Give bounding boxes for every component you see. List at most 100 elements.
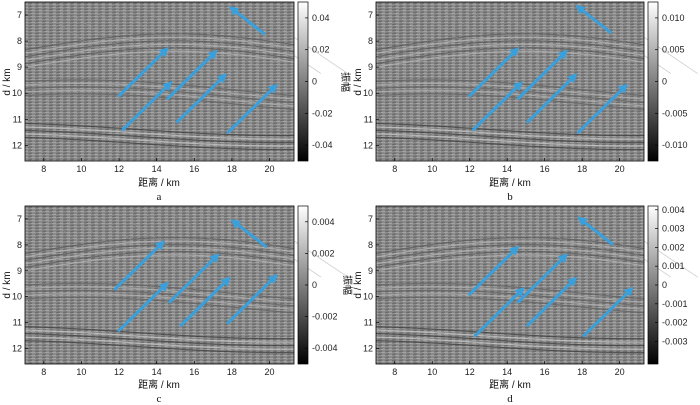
x-tick-label: 10 — [427, 164, 437, 174]
diffraction-event — [38, 213, 133, 278]
x-tick-label: 14 — [502, 367, 512, 377]
panel-b: 8 10 12 14 16 18 20 7 8 9 10 11 12 距离 / km d / km b… — [353, 1, 698, 203]
reflection-event — [375, 43, 645, 61]
reflection-event — [24, 237, 295, 254]
colorbar-tick-label: 0.02 — [312, 45, 330, 55]
diffraction-event — [92, 9, 187, 74]
diffraction-event — [65, 213, 160, 278]
x-tick-label: 12 — [114, 367, 124, 377]
y-tick-label: 11 — [364, 114, 373, 124]
y-tick-label: 10 — [363, 292, 373, 302]
y-tick-label: 10 — [363, 88, 373, 98]
colorbar-a: 0.04 0.02 0 -0.02 -0.04 — [297, 1, 333, 162]
reflection-event — [24, 133, 294, 147]
y-tick-label: 7 — [368, 10, 373, 20]
diffraction-event — [199, 213, 295, 278]
x-tick-label: 10 — [76, 164, 86, 174]
y-tick-label: 8 — [368, 36, 373, 46]
colorbar-tick-label: 0.04 — [312, 13, 330, 23]
y-tick-label: 7 — [17, 10, 22, 20]
reflection-event — [24, 329, 294, 343]
annotation-arrow — [166, 49, 218, 100]
reflection-event — [375, 86, 645, 104]
annotation-arrow — [516, 253, 569, 304]
arrows-c — [113, 219, 278, 332]
x-tick-label: 8 — [392, 367, 397, 377]
reflection-event — [375, 40, 645, 58]
reflection-event — [24, 296, 295, 314]
x-tick-label: 8 — [41, 164, 46, 174]
colorbar-tick-label: -0.004 — [312, 343, 338, 353]
colorbar-tick-label: -0.005 — [662, 108, 688, 118]
reflection-event — [24, 93, 295, 111]
annotation-arrow — [228, 6, 266, 36]
diffraction-event — [523, 9, 618, 74]
colorbar-tick-label: -0.04 — [312, 140, 333, 150]
colorbar-tick-label: -0.003 — [662, 336, 688, 346]
reflection-event — [375, 237, 645, 254]
diffraction-event — [172, 213, 268, 278]
annotation-arrow — [582, 286, 634, 338]
x-tick-label: 16 — [189, 164, 199, 174]
reflection-event — [375, 293, 645, 310]
reflection-event — [24, 326, 294, 340]
x-tick-label: 16 — [540, 164, 550, 174]
reflection-event — [375, 133, 644, 147]
reflection-event — [24, 126, 295, 140]
colorbar-tick-label: 0 — [312, 77, 317, 87]
x-axis-c: 8 10 12 14 16 18 20 — [41, 361, 275, 377]
diffraction-event — [38, 9, 133, 74]
x-tick-label: 14 — [152, 164, 162, 174]
x-tick-label: 18 — [577, 367, 587, 377]
reflection-event — [24, 136, 294, 151]
colorbar-tick-label: -0.010 — [662, 140, 688, 150]
annotation-arrow — [575, 4, 612, 34]
panel-letter-a: a — [157, 191, 162, 203]
x-tick-label: 18 — [227, 367, 237, 377]
colorbar-tick-label: 0.010 — [662, 13, 685, 23]
colorbar-tick-label: 0.004 — [312, 217, 335, 227]
reflection-event — [24, 40, 295, 58]
x-axis-label-d: 距离 / km — [489, 378, 531, 391]
reflection-event — [24, 79, 295, 97]
x-axis-label-c: 距离 / km — [138, 378, 180, 391]
panel-a: 8 10 12 14 16 18 20 7 8 9 10 11 12 距离 / km d / km a… — [2, 1, 352, 203]
reflection-event — [375, 244, 645, 261]
annotation-arrow — [117, 281, 169, 332]
annotation-arrow — [168, 253, 220, 304]
x-tick-label: 20 — [615, 367, 625, 377]
colorbar-tick-label: 0 — [662, 77, 667, 87]
annotation-arrow — [226, 273, 278, 325]
reflection-event — [24, 43, 295, 61]
reflection-event — [375, 126, 645, 140]
y-tick-label: 12 — [12, 140, 22, 150]
annotation-arrow — [226, 83, 278, 134]
reflection-event — [24, 250, 295, 268]
colorbar-tick-label: -0.002 — [662, 318, 688, 328]
reflection-event — [375, 122, 645, 137]
y-axis-label-b: d / km — [353, 68, 364, 95]
x-axis-b: 8 10 12 14 16 18 20 — [392, 158, 625, 174]
diffraction-event — [118, 213, 214, 278]
colorbar-d: 0.004 0.003 0.002 0.001 0 -0.001 -0.002 -0.003 — [647, 205, 688, 365]
reflection-event — [24, 33, 295, 51]
colorbar-tick-label: 0.002 — [662, 242, 685, 252]
diffraction-event — [549, 9, 645, 74]
annotation-arrow — [473, 286, 525, 338]
panel-d: 8 10 12 14 16 18 20 7 8 9 10 11 12 距离 / km d / km d… — [353, 205, 698, 405]
y-tick-label: 7 — [368, 214, 373, 224]
annotation-arrow — [516, 49, 569, 100]
y-tick-label: 12 — [12, 343, 22, 353]
panel-letter-d: d — [507, 393, 513, 405]
reflection-event — [375, 329, 644, 343]
annotation-arrow — [468, 245, 520, 296]
x-tick-label: 14 — [502, 164, 512, 174]
annotation-arrow — [230, 219, 268, 248]
annotation-arrow — [113, 240, 166, 291]
diffraction-event — [415, 9, 511, 74]
y-tick-label: 11 — [13, 114, 22, 124]
reflection-event — [24, 82, 295, 100]
y-tick-label: 10 — [12, 292, 22, 302]
seismic-image-b — [375, 1, 698, 162]
